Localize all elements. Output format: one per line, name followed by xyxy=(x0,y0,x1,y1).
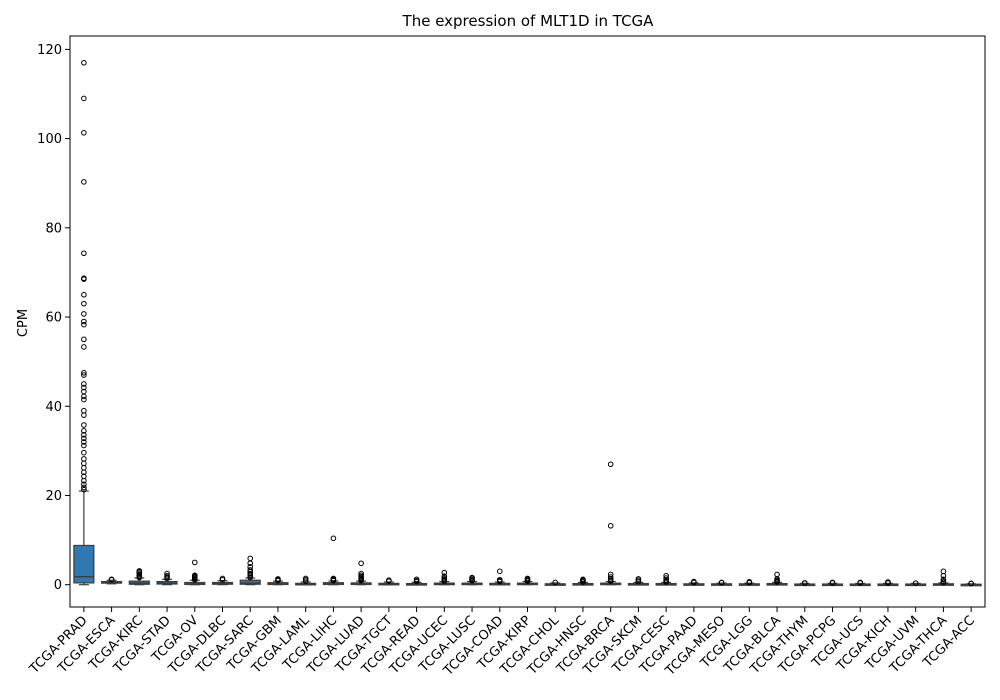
y-tick-label: 40 xyxy=(45,400,62,415)
outlier-point xyxy=(81,396,87,403)
y-axis-label: CPM xyxy=(16,309,31,337)
chart-title: The expression of MLT1D in TCGA xyxy=(402,12,655,30)
outlier-point xyxy=(81,427,87,434)
outlier-point xyxy=(940,576,947,583)
outlier-point xyxy=(164,572,170,579)
outlier-point xyxy=(496,568,503,575)
outlier-point xyxy=(968,580,974,587)
outlier-point xyxy=(607,571,614,578)
outlier-point xyxy=(330,575,337,582)
outlier-point xyxy=(940,568,947,575)
outlier-point xyxy=(81,59,87,66)
y-tick-label: 0 xyxy=(54,578,62,593)
outlier-point xyxy=(441,575,448,581)
outlier-point xyxy=(441,569,448,576)
outlier-point xyxy=(663,572,669,579)
outlier-point xyxy=(81,95,87,102)
outlier-point xyxy=(275,576,281,582)
outlier-point xyxy=(81,370,87,376)
plot-frame xyxy=(69,35,986,608)
outlier-point xyxy=(81,336,87,343)
outlier-point xyxy=(81,481,87,488)
outlier-point xyxy=(441,573,448,580)
outlier-point xyxy=(358,572,364,579)
outlier-point xyxy=(81,412,87,418)
outlier-point xyxy=(358,560,364,567)
outlier-point xyxy=(607,523,614,529)
outlier-point xyxy=(81,311,87,317)
y-tick-label: 20 xyxy=(45,489,62,504)
outlier-point xyxy=(81,300,87,307)
outlier-point xyxy=(718,579,725,586)
outlier-point xyxy=(81,388,87,395)
outlier-point xyxy=(413,576,420,583)
outlier-point xyxy=(330,535,337,542)
outlier-point xyxy=(81,275,87,282)
outlier-point xyxy=(191,572,198,579)
outlier-point xyxy=(81,435,87,442)
outlier-point xyxy=(191,559,198,566)
outlier-point xyxy=(164,570,170,577)
y-tick-label: 60 xyxy=(45,311,62,326)
outlier-point xyxy=(81,384,87,391)
outlier-point xyxy=(81,484,87,491)
outlier-point xyxy=(524,575,531,582)
outlier-point xyxy=(663,576,669,583)
outlier-point xyxy=(247,555,254,562)
outlier-point xyxy=(81,291,87,298)
outlier-point xyxy=(552,579,559,586)
outlier-point xyxy=(635,576,642,582)
outlier-point xyxy=(801,580,808,586)
outlier-point xyxy=(81,473,87,480)
outlier-point xyxy=(108,576,115,583)
outlier-point xyxy=(247,564,254,570)
box-iqr xyxy=(73,544,95,584)
outlier-point xyxy=(81,344,87,350)
outlier-point xyxy=(81,442,87,449)
outlier-point xyxy=(81,422,87,428)
outlier-point xyxy=(81,439,87,445)
outlier-point xyxy=(81,456,87,462)
outlier-point xyxy=(81,407,87,414)
outlier-point xyxy=(496,576,503,583)
outlier-point xyxy=(219,575,226,582)
outlier-point xyxy=(607,461,614,468)
outlier-point xyxy=(746,578,753,585)
outlier-point xyxy=(81,372,87,378)
plot-area: 020406080100120TCGA-PRADTCGA-ESCATCGA-KI… xyxy=(26,35,986,679)
outlier-point xyxy=(386,577,392,584)
outlier-point xyxy=(691,578,697,585)
y-tick-label: 100 xyxy=(37,132,62,147)
outlier-point xyxy=(358,570,364,577)
outlier-point xyxy=(247,570,254,577)
outlier-point xyxy=(81,250,87,257)
y-tick-label: 120 xyxy=(37,43,62,58)
outlier-point xyxy=(81,381,87,387)
outlier-point xyxy=(580,576,586,583)
outlier-point xyxy=(607,574,614,580)
outlier-point xyxy=(829,579,836,586)
outlier-point xyxy=(912,580,919,586)
outlier-point xyxy=(663,575,669,581)
outlier-point xyxy=(136,568,143,574)
outlier-point xyxy=(247,567,254,573)
outlier-point xyxy=(774,571,780,578)
outlier-point xyxy=(81,460,87,467)
outlier-point xyxy=(81,393,87,400)
outlier-point xyxy=(81,321,87,328)
outlier-point xyxy=(885,579,891,585)
outlier-point xyxy=(81,449,87,456)
outlier-point xyxy=(81,179,87,185)
outlier-point xyxy=(302,575,309,582)
outlier-point xyxy=(81,465,87,471)
outlier-point xyxy=(81,486,87,493)
y-tick-label: 80 xyxy=(45,221,62,236)
outlier-point xyxy=(81,318,87,325)
outlier-point xyxy=(857,579,864,586)
outlier-point xyxy=(81,432,87,438)
outlier-point xyxy=(469,574,475,581)
outlier-point xyxy=(940,578,947,584)
outlier-point xyxy=(81,130,87,136)
